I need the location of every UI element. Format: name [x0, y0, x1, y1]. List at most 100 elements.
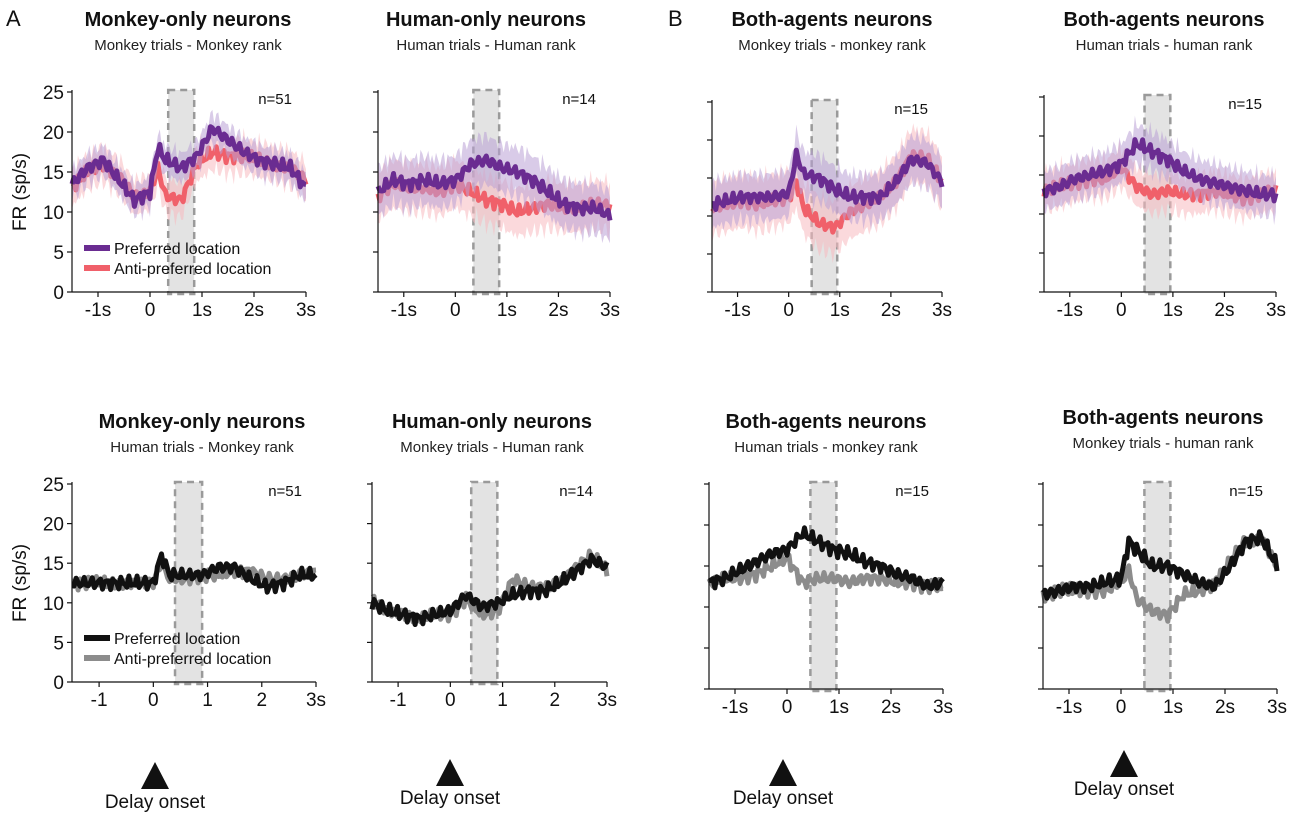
n-count-label: n=51: [268, 483, 302, 500]
x-tick-label: 1: [202, 690, 213, 711]
x-tick-label: -1: [390, 690, 407, 711]
y-tick-label: 10: [43, 203, 64, 224]
panels-group: Monkey-only neurons Monkey trials - Monke…: [10, 9, 1287, 718]
delay-onset-label: Delay onset: [733, 788, 834, 809]
chart-subtitle: Monkey trials - Human rank: [400, 439, 584, 456]
y-tick-label: 0: [53, 673, 64, 694]
y-axis-label: FR (sp/s): [10, 544, 31, 622]
chart-panel: Human-only neurons Monkey trials - Human …: [367, 411, 617, 711]
x-tick-label: 1s: [1163, 697, 1183, 718]
x-tick-label: 3s: [597, 690, 617, 711]
chart-title: Both-agents neurons: [731, 9, 932, 31]
y-axis-label: FR (sp/s): [10, 153, 31, 231]
delay-onset-marker: Delay onset: [733, 759, 834, 809]
chart-panel: Monkey-only neurons Human trials - Monkey…: [10, 411, 326, 711]
series-line-preferred: [711, 147, 945, 212]
x-tick-label: -1: [91, 690, 108, 711]
series-error-band: [378, 131, 610, 244]
chart-subtitle: Human trials - monkey rank: [734, 439, 918, 456]
legend-label: Preferred location: [114, 631, 240, 648]
y-tick-label: 25: [43, 475, 64, 496]
x-tick-label: 0: [445, 690, 456, 711]
n-count-label: n=14: [562, 91, 596, 108]
x-tick-label: 0: [1116, 697, 1127, 718]
y-tick-label: 10: [43, 594, 64, 615]
delay-onset-label: Delay onset: [1074, 779, 1175, 800]
legend-label: Preferred location: [114, 241, 240, 258]
chart-panel: Human-only neurons Human trials - Human r…: [373, 9, 620, 321]
chart-subtitle: Monkey trials - Monkey rank: [94, 37, 282, 54]
chart-title: Human-only neurons: [386, 9, 586, 31]
x-tick-label: 1s: [192, 300, 212, 321]
panel-letter-a: A: [6, 6, 21, 31]
x-tick-label: 2: [256, 690, 267, 711]
x-tick-label: 0: [782, 697, 793, 718]
n-count-label: n=15: [894, 101, 928, 118]
x-tick-label: 2: [549, 690, 560, 711]
n-count-label: n=51: [258, 91, 292, 108]
y-tick-label: 15: [43, 163, 64, 184]
series-error-band: [712, 124, 942, 231]
series-line-preferred: [375, 153, 613, 221]
chart-title: Monkey-only neurons: [85, 9, 292, 31]
n-count-label: n=14: [559, 483, 593, 500]
x-tick-label: 2s: [881, 697, 901, 718]
legend-label: Anti-preferred location: [114, 261, 271, 278]
y-tick-label: 20: [43, 123, 64, 144]
chart-subtitle: Human trials - Monkey rank: [110, 439, 294, 456]
y-tick-label: 0: [53, 283, 64, 304]
delay-onset-marker: Delay onset: [400, 759, 501, 809]
y-tick-label: 5: [53, 243, 64, 264]
x-tick-label: 1s: [830, 300, 850, 321]
chart-title: Monkey-only neurons: [99, 411, 306, 433]
x-tick-label: -1s: [1057, 300, 1083, 321]
chart-subtitle: Monkey trials - human rank: [1073, 435, 1254, 452]
chart-panel: Both-agents neurons Human trials - human …: [1039, 9, 1286, 321]
y-tick-label: 15: [43, 554, 64, 575]
x-tick-label: 0: [1116, 300, 1127, 321]
series-error-band: [712, 123, 942, 264]
legend-label: Anti-preferred location: [114, 651, 271, 668]
panel-letter-b: B: [668, 6, 683, 31]
delay-onset-label: Delay onset: [400, 788, 501, 809]
chart-title: Both-agents neurons: [1062, 407, 1263, 429]
series-line-preferred: [69, 124, 307, 209]
x-tick-label: 0: [783, 300, 794, 321]
x-tick-label: 1s: [497, 300, 517, 321]
x-tick-label: 3s: [600, 300, 620, 321]
x-tick-label: 3s: [1267, 697, 1287, 718]
x-tick-label: -1s: [1056, 697, 1082, 718]
x-tick-label: 3s: [1266, 300, 1286, 321]
x-tick-label: 3s: [306, 690, 326, 711]
delay-onset-arrow-icon: [436, 759, 464, 786]
delay-onset-arrow-icon: [141, 762, 169, 789]
delay-onset-arrow-icon: [769, 759, 797, 786]
x-tick-label: 2s: [244, 300, 264, 321]
n-count-label: n=15: [1228, 96, 1262, 113]
delay-window: [809, 480, 838, 693]
chart-subtitle: Monkey trials - monkey rank: [738, 37, 926, 54]
series-error-band: [1044, 115, 1276, 225]
y-tick-label: 25: [43, 83, 64, 104]
chart-panel: Monkey-only neurons Monkey trials - Monke…: [10, 9, 316, 321]
x-tick-label: 2s: [1215, 697, 1235, 718]
chart-panel: Both-agents neurons Monkey trials - human…: [1038, 407, 1287, 718]
x-tick-label: 3s: [932, 300, 952, 321]
chart-subtitle: Human trials - human rank: [1076, 37, 1253, 54]
x-tick-label: 1: [497, 690, 508, 711]
x-tick-label: -1s: [391, 300, 417, 321]
delay-window: [1143, 480, 1172, 693]
x-tick-label: 2s: [548, 300, 568, 321]
x-tick-label: 3s: [933, 697, 953, 718]
x-tick-label: 3s: [296, 300, 316, 321]
n-count-label: n=15: [1229, 483, 1263, 500]
delay-onset-marker: Delay onset: [1074, 750, 1175, 800]
chart-panel: Both-agents neurons Monkey trials - monke…: [707, 9, 952, 321]
x-tick-label: 0: [148, 690, 159, 711]
series-line-preferred: [1041, 529, 1280, 601]
delay-onset-label: Delay onset: [105, 792, 206, 813]
delay-onset-arrow-icon: [1110, 750, 1138, 777]
chart-title: Human-only neurons: [392, 411, 592, 433]
series-line-preferred: [707, 525, 945, 592]
